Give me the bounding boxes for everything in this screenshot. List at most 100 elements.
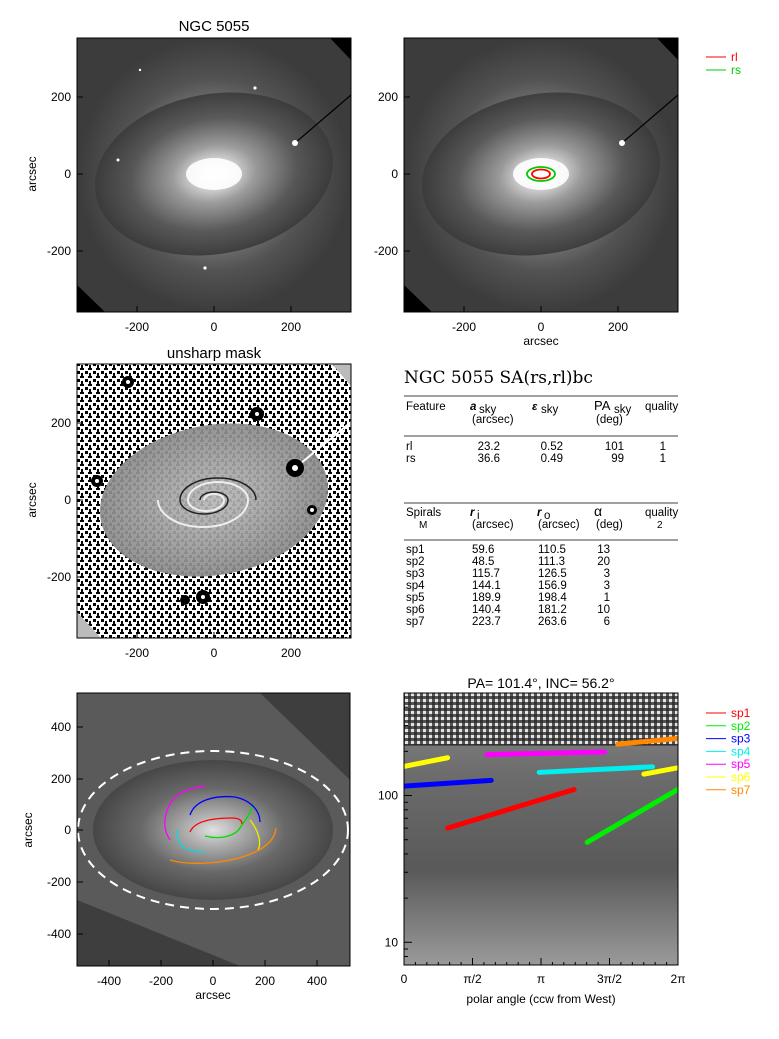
col-header-unit: (arcsec) (472, 414, 514, 426)
col-header-unit: (deg) (596, 414, 623, 426)
cell-name: sp4 (406, 580, 425, 592)
legend-label-sp7: sp7 (731, 783, 751, 797)
table-row: rs 36.6 0.49 99 1 (406, 453, 666, 465)
galaxy-disk (93, 760, 333, 900)
panel-image: NGC 5055 -200 0 200 200 0 -200 arcsec (25, 18, 352, 334)
table-title: NGC 5055 SA(rs,rl)bc (404, 368, 593, 388)
col-header: quality (645, 507, 678, 519)
y-tick-label: 10 (385, 935, 399, 949)
col-header-sub: sky (541, 404, 559, 416)
table-row: sp2 48.5 111.3 20 (406, 556, 610, 568)
y-tick-label: 100 (378, 789, 398, 803)
x-tick-label: 200 (281, 320, 301, 334)
legend-label-rs: rs (731, 63, 741, 77)
spiral-arm-fits (164, 785, 277, 864)
cell-eps: 0.49 (541, 453, 563, 465)
series-line-sp4 (536, 764, 656, 775)
cell-ro: 181.2 (538, 604, 567, 616)
y-tick-label: -200 (374, 244, 398, 258)
cell-alpha: 10 (597, 604, 610, 616)
legend-label-sp2: sp2 (731, 719, 751, 733)
series-line-sp6 (641, 765, 678, 777)
cell-name: sp1 (406, 544, 425, 556)
cell-name: sp6 (406, 604, 425, 616)
cell-ro: 156.9 (538, 580, 567, 592)
col-header-unit: (arcsec) (472, 519, 514, 531)
x-tick-label: 200 (255, 974, 275, 988)
cell-alpha: 20 (597, 556, 610, 568)
legend-label-sp6: sp6 (731, 770, 751, 784)
y-axis-label: arcsec (25, 482, 39, 517)
table-row: sp4 144.1 156.9 3 (406, 580, 610, 592)
col-header: Spirals (406, 507, 441, 519)
y-axis-label: arcsec (25, 156, 39, 191)
x-tick-label: 200 (281, 646, 301, 660)
cell-quality: 1 (660, 441, 666, 453)
legend-label-rl: rl (731, 50, 738, 64)
col-header-sub: sky (479, 404, 497, 416)
y-tick-label: 0 (64, 823, 71, 837)
x-tick-label: 200 (608, 320, 628, 334)
panel-polar-chart: PA= 101.4°, INC= 56.2° 0 π/2 π 3π/2 2π 100 10… (378, 675, 751, 1006)
series-line-sp6 (404, 755, 451, 769)
legend-label-sp3: sp3 (731, 732, 751, 746)
cell-ri: 223.7 (472, 616, 501, 628)
y-tick-label: 200 (51, 90, 71, 104)
x-tick-label: 0 (210, 974, 217, 988)
series-line-sp3 (404, 777, 494, 789)
x-axis-label: arcsec (523, 334, 558, 348)
col-header: a (470, 401, 477, 413)
col-header: α (594, 503, 602, 519)
x-tick-label: 0 (538, 320, 545, 334)
series-line-sp1 (445, 786, 577, 831)
table-row: sp6 140.4 181.2 10 (406, 604, 610, 616)
cell-name: rl (406, 441, 412, 453)
col-header-sub: sky (614, 404, 632, 416)
cell-name: sp7 (406, 616, 425, 628)
cell-ro: 198.4 (538, 592, 567, 604)
y-tick-label: 0 (64, 167, 71, 181)
col-header: PA (594, 398, 611, 413)
cell-a: 36.6 (478, 453, 500, 465)
x-tick-label: 2π (671, 972, 686, 986)
cell-alpha: 6 (604, 616, 610, 628)
col-header-unit: (deg) (596, 519, 623, 531)
col-header: Feature (406, 401, 446, 413)
x-tick-label: -400 (97, 974, 121, 988)
panel-title: unsharp mask (167, 345, 262, 362)
cell-ro: 263.6 (538, 616, 567, 628)
y-tick-label: -200 (47, 570, 71, 584)
axis-ticks (77, 96, 292, 312)
cell-pa: 99 (611, 453, 624, 465)
x-axis-label: polar angle (ccw from West) (466, 992, 615, 1006)
cell-eps: 0.52 (541, 441, 563, 453)
cell-ri: 189.9 (472, 592, 501, 604)
cell-name: rs (406, 453, 416, 465)
x-tick-label: -200 (125, 646, 149, 660)
x-tick-label: -200 (125, 320, 149, 334)
cell-name: sp3 (406, 568, 425, 580)
series-line-sp5 (484, 749, 608, 758)
chart-title: PA= 101.4°, INC= 56.2° (467, 675, 614, 691)
cell-ro: 126.5 (538, 568, 567, 580)
table-row: sp3 115.7 126.5 3 (406, 568, 610, 580)
y-axis-label: arcsec (21, 812, 35, 847)
y-tick-label: -200 (47, 875, 71, 889)
y-tick-label: 0 (64, 493, 71, 507)
cell-ri: 140.4 (472, 604, 501, 616)
cell-name: sp5 (406, 592, 425, 604)
table-row: sp1 59.6 110.5 13 (406, 544, 610, 556)
cell-pa: 101 (605, 441, 624, 453)
y-tick-label: 200 (51, 772, 71, 786)
col-header-unit: (arcsec) (538, 519, 580, 531)
y-tick-label: 0 (391, 167, 398, 181)
y-tick-label: 200 (51, 416, 71, 430)
cell-quality: 1 (660, 453, 666, 465)
x-tick-label: π/2 (463, 972, 482, 986)
legend-label-sp1: sp1 (731, 706, 751, 720)
cell-alpha: 3 (604, 568, 610, 580)
outer-dashed-ellipse (77, 750, 349, 910)
cell-alpha: 13 (597, 544, 610, 556)
table-row: sp5 189.9 198.4 1 (406, 592, 610, 604)
